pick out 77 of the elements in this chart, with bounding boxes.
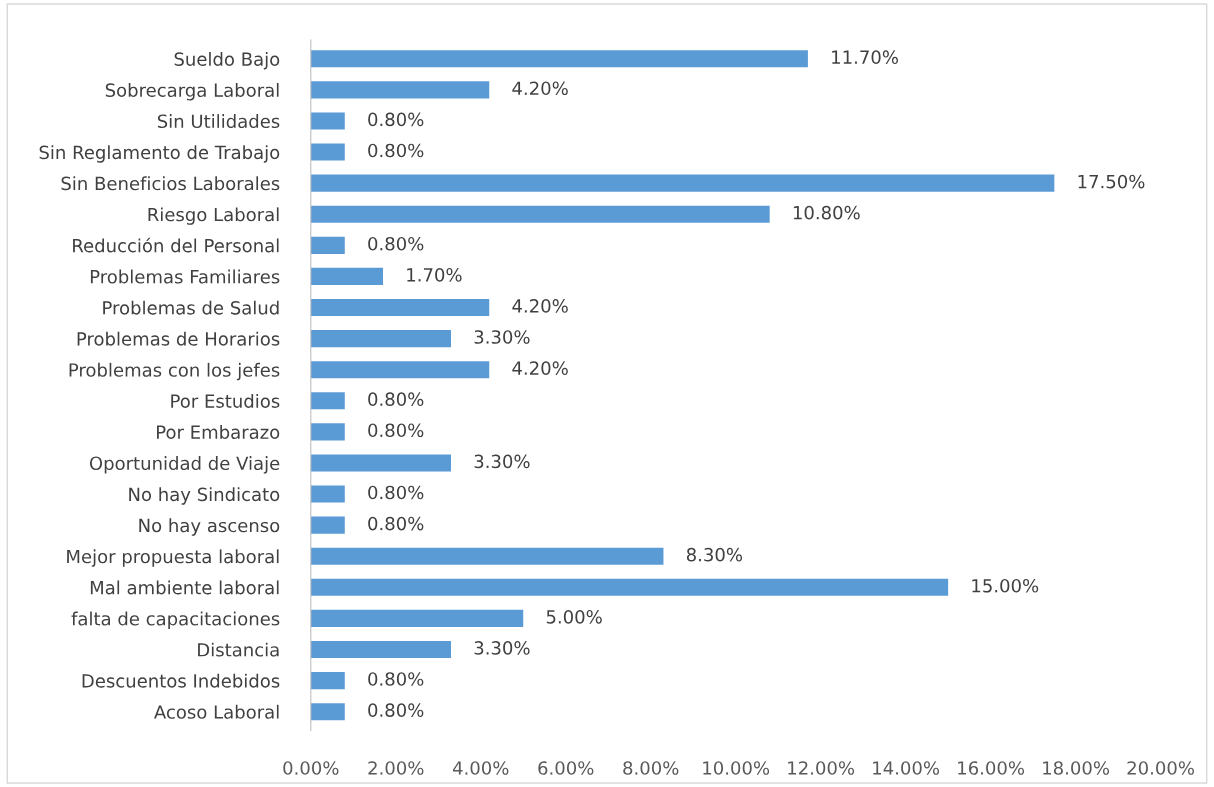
data-label: 8.30%	[686, 547, 743, 562]
x-tick-label: 2.00%	[368, 761, 424, 775]
bar	[310, 143, 345, 161]
y-tick-label: Problemas con los jefes	[69, 362, 280, 381]
x-tick-label: 16.00%	[958, 761, 1025, 775]
bar	[310, 236, 345, 254]
bar	[310, 174, 1055, 192]
y-tick-label: falta de capacitaciones	[71, 611, 280, 630]
y-tick-label: Por Embarazo	[157, 425, 280, 439]
y-tick-label: No hay ascenso	[139, 518, 280, 536]
bar	[310, 330, 451, 348]
y-tick-label: Sobrecarga Laboral	[105, 83, 279, 101]
data-label: 0.80%	[368, 516, 424, 531]
data-label: 3.30%	[474, 330, 530, 344]
x-tick-label: 14.00%	[873, 761, 940, 775]
data-label: 11.70%	[832, 50, 898, 65]
y-tick-label: Problemas de Salud	[103, 300, 279, 315]
bar	[310, 547, 664, 565]
x-tick-label: 12.00%	[788, 761, 855, 775]
bar	[310, 392, 345, 410]
data-label: 1.70%	[407, 268, 462, 282]
x-tick-label: 20.00%	[1127, 761, 1195, 775]
bar	[310, 81, 490, 99]
x-tick-label: 0.00%	[283, 761, 339, 775]
y-tick-label: Acoso Laboral	[154, 704, 279, 719]
data-label: 0.80%	[368, 703, 424, 717]
data-label: 17.50%	[1078, 174, 1145, 189]
x-tick-label: 10.00%	[703, 761, 770, 775]
bar	[310, 267, 384, 285]
bar	[310, 298, 490, 317]
bar	[310, 703, 345, 721]
data-label: 3.30%	[474, 641, 530, 655]
bar	[310, 485, 345, 503]
x-tick-label: 18.00%	[1043, 761, 1110, 775]
bar	[310, 516, 345, 534]
y-tick-label: Reducción del Personal	[73, 237, 279, 253]
data-label: 4.20%	[512, 299, 568, 313]
y-tick-label: Descuentos Indebidos	[82, 673, 280, 688]
y-tick-label: Por Estudios	[171, 393, 280, 408]
data-label: 4.20%	[512, 81, 568, 96]
bar	[310, 112, 345, 130]
bar	[310, 454, 451, 472]
y-tick-label: Mejor propuesta laboral	[67, 549, 279, 567]
data-label: 0.80%	[368, 485, 424, 500]
data-label: 0.80%	[368, 672, 424, 686]
y-tick-label: Riesgo Laboral	[148, 207, 279, 225]
y-tick-label: Sueldo Bajo	[174, 51, 280, 70]
y-tick-label: Mal ambiente laboral	[90, 580, 279, 595]
data-label: 15.00%	[972, 578, 1039, 593]
y-tick-label: Problemas de Horarios	[77, 331, 280, 346]
x-tick-label: 8.00%	[623, 761, 679, 775]
data-label: 3.30%	[474, 454, 530, 469]
bar	[310, 423, 345, 441]
y-tick-label: No hay Sindicato	[129, 487, 280, 505]
y-tick-label: Sin Reglamento de Trabajo	[39, 145, 280, 163]
y-tick-label: Sin Beneficios Laborales	[61, 176, 280, 191]
bar	[310, 50, 808, 68]
y-tick-label: Problemas Familiares	[90, 269, 280, 284]
y-tick-label: Oportunidad de Viaje	[89, 456, 280, 474]
y-tick-label: Distancia	[198, 642, 279, 657]
x-tick-label: 6.00%	[538, 761, 594, 775]
bar	[310, 578, 949, 596]
bar	[310, 609, 524, 627]
bar	[310, 640, 451, 659]
data-label: 5.00%	[546, 609, 602, 624]
bar	[310, 205, 770, 223]
data-label: 0.80%	[368, 392, 424, 407]
bar	[310, 672, 345, 690]
data-label: 0.80%	[368, 112, 424, 127]
data-label: 0.80%	[368, 236, 424, 251]
data-label: 4.20%	[512, 361, 568, 375]
data-label: 0.80%	[368, 143, 424, 158]
x-tick-label: 4.00%	[452, 761, 509, 775]
data-label: 10.80%	[793, 205, 860, 220]
data-label: 0.80%	[368, 423, 424, 438]
bar	[310, 361, 490, 379]
y-tick-label: Sin Utilidades	[157, 114, 280, 129]
